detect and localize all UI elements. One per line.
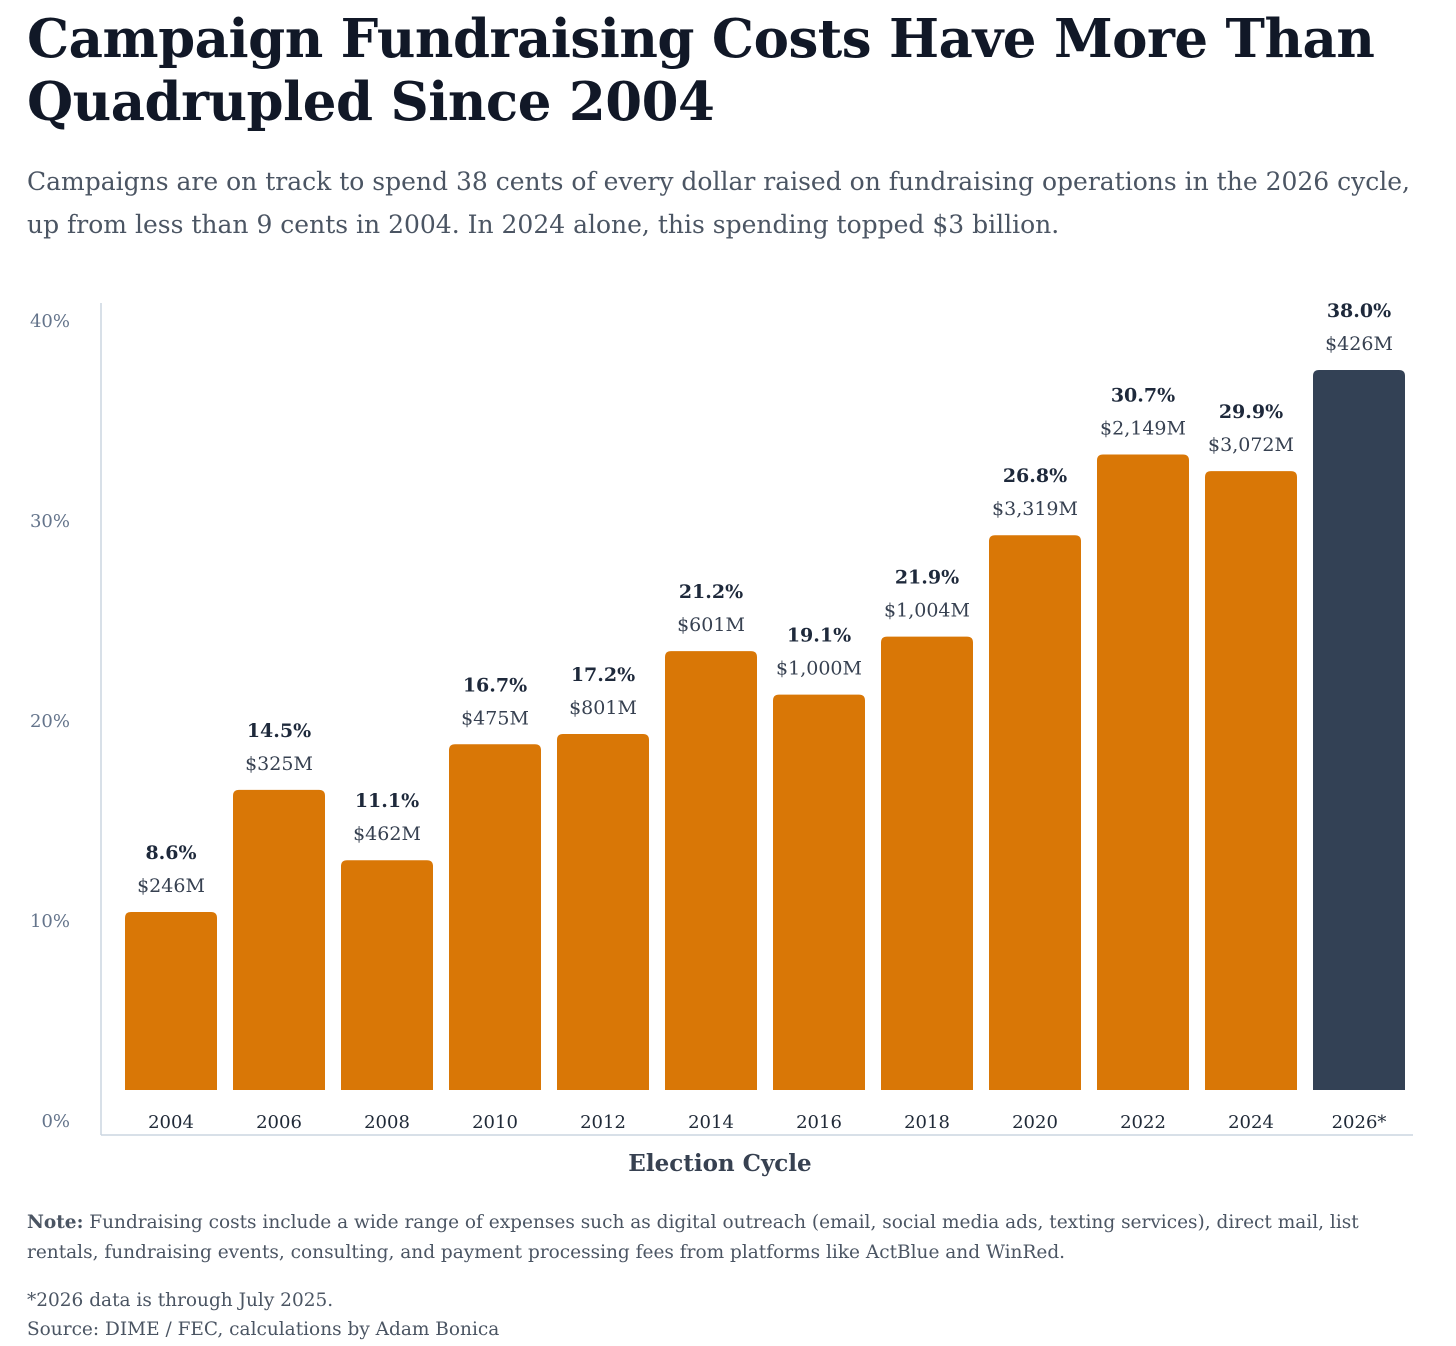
bar-dollar-label: $426M <box>1325 333 1393 355</box>
x-tick-label: 2010 <box>472 1112 518 1133</box>
note-text: Fundraising costs include a wide range o… <box>27 1212 1359 1263</box>
note: Note: Fundraising costs include a wide r… <box>27 1208 1427 1268</box>
bar-percent-label: 11.1% <box>355 790 419 812</box>
y-tick-label: 40% <box>30 311 70 332</box>
bar-percent-label: 8.6% <box>145 842 196 864</box>
bar <box>773 694 865 1090</box>
note-label: Note: <box>27 1212 84 1233</box>
bar-dollar-label: $801M <box>569 697 637 719</box>
bar-chart: 0% 10% 20% 30% 40% 8.6% $246M 2004 14.5% $325M 20… <box>30 300 1413 1177</box>
y-tick-label: 20% <box>30 711 70 732</box>
bar-group: 19.1% $1,000M 2016 <box>773 625 865 1133</box>
x-tick-label: 2006 <box>256 1112 302 1133</box>
bar <box>1097 454 1189 1090</box>
bar-dollar-label: $3,319M <box>992 498 1078 520</box>
bar-percent-label: 16.7% <box>463 674 527 696</box>
bar-dollar-label: $246M <box>137 875 205 897</box>
bar-percent-label: 38.0% <box>1327 300 1391 322</box>
x-tick-label: 2014 <box>688 1112 734 1133</box>
x-tick-label: 2020 <box>1012 1112 1058 1133</box>
bar <box>1205 471 1297 1090</box>
bar-group: 11.1% $462M 2008 <box>341 790 433 1133</box>
x-tick-label: 2016 <box>796 1112 842 1133</box>
bar <box>449 744 541 1090</box>
bar-percent-label: 14.5% <box>247 720 311 742</box>
bar <box>881 636 973 1090</box>
bar <box>1313 370 1405 1090</box>
x-tick-label: 2022 <box>1120 1112 1166 1133</box>
bar-percent-label: 21.9% <box>895 567 959 589</box>
x-tick-label: 2026* <box>1332 1112 1387 1133</box>
y-tick-label: 0% <box>41 1111 70 1132</box>
bar-percent-label: 30.7% <box>1111 385 1175 407</box>
bar-percent-label: 26.8% <box>1003 465 1067 487</box>
bar <box>989 535 1081 1090</box>
bar-dollar-label: $601M <box>677 614 745 636</box>
bar-dollar-label: $475M <box>461 707 529 729</box>
bar-dollar-label: $325M <box>245 753 313 775</box>
bar-group: 14.5% $325M 2006 <box>233 720 325 1133</box>
bar-percent-label: 29.9% <box>1219 401 1283 423</box>
bar <box>557 733 649 1090</box>
chart-subtitle: Campaigns are on track to spend 38 cents… <box>27 167 1411 239</box>
bar <box>125 911 217 1090</box>
bar-percent-label: 17.2% <box>571 664 635 686</box>
bar-dollar-label: $2,149M <box>1100 418 1186 440</box>
bar-group: 21.9% $1,004M 2018 <box>881 567 973 1133</box>
bar-group: 8.6% $246M 2004 <box>125 842 217 1133</box>
y-tick-label: 30% <box>30 511 70 532</box>
x-tick-label: 2004 <box>148 1112 194 1133</box>
bar-dollar-label: $3,072M <box>1208 434 1294 456</box>
bar-dollar-label: $1,000M <box>776 658 862 680</box>
x-tick-label: 2018 <box>904 1112 950 1133</box>
bar-group: 17.2% $801M 2012 <box>557 664 649 1133</box>
chart-title: Campaign Fundraising Costs Have More Tha… <box>27 8 1375 133</box>
x-axis-label: Election Cycle <box>628 1150 811 1177</box>
bar <box>341 860 433 1090</box>
bar-group: 30.7% $2,149M 2022 <box>1097 385 1189 1133</box>
x-tick-label: 2024 <box>1228 1112 1274 1133</box>
bar-percent-label: 21.2% <box>679 581 743 603</box>
bar-percent-label: 19.1% <box>787 625 851 647</box>
bar-group: 16.7% $475M 2010 <box>449 674 541 1133</box>
x-tick-label: 2012 <box>580 1112 626 1133</box>
bar-dollar-label: $462M <box>353 823 421 845</box>
bar-group: 38.0% $426M 2026* <box>1313 300 1405 1133</box>
y-tick-label: 10% <box>30 911 70 932</box>
footnote: *2026 data is through July 2025. <box>27 1290 334 1311</box>
bar-group: 26.8% $3,319M 2020 <box>989 465 1081 1133</box>
source: Source: DIME / FEC, calculations by Adam… <box>27 1319 500 1340</box>
bar-dollar-label: $1,004M <box>884 600 970 622</box>
bar <box>233 789 325 1090</box>
bar <box>665 651 757 1090</box>
bar-group: 29.9% $3,072M 2024 <box>1205 401 1297 1133</box>
x-tick-label: 2008 <box>364 1112 410 1133</box>
bar-group: 21.2% $601M 2014 <box>665 581 757 1133</box>
